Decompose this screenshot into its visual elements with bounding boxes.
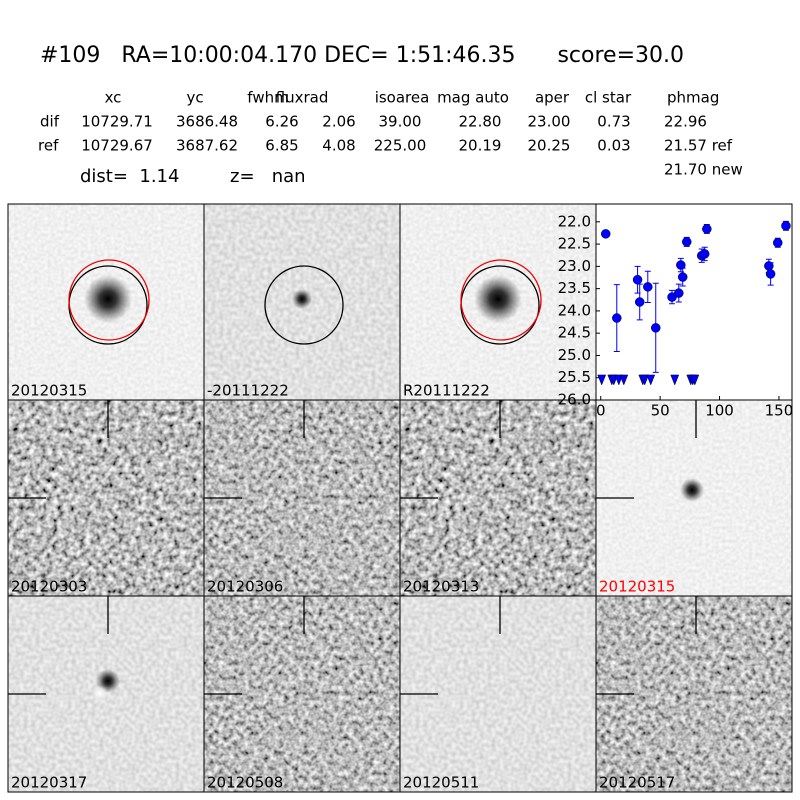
table-cell: 6.26 xyxy=(265,113,298,131)
row-label: dif xyxy=(40,113,60,131)
info-dist: dist= 1.14 xyxy=(80,166,179,187)
stamp: 20120303 xyxy=(8,400,204,596)
table-cell: 4.08 xyxy=(322,137,355,155)
column-header: fwhm xyxy=(247,89,288,107)
source xyxy=(680,478,704,502)
column-header: yc xyxy=(186,89,203,107)
point xyxy=(699,249,710,259)
stamp: R20111222 xyxy=(400,204,596,400)
point xyxy=(781,221,791,231)
column-header: fluxrad xyxy=(276,89,329,107)
panel-frame xyxy=(595,595,793,793)
point xyxy=(676,260,686,270)
upper-limit xyxy=(597,374,607,386)
stamp-label: 20120511 xyxy=(403,774,479,792)
aperture-ref xyxy=(460,259,542,341)
x-tick-label: 100 xyxy=(705,402,734,420)
source xyxy=(84,275,132,323)
point xyxy=(677,272,688,282)
table-cell: 6.85 xyxy=(265,137,298,155)
stamp: 20120517 xyxy=(596,596,792,792)
stamp-label: 20120317 xyxy=(11,774,87,792)
upper-limit xyxy=(640,374,650,386)
stamp: 20120313 xyxy=(400,400,596,596)
stamp-label: 20120315 xyxy=(11,382,87,400)
stamp-label: R20111222 xyxy=(403,382,490,400)
table-note: 21.70 new xyxy=(664,161,743,179)
column-header: aper xyxy=(535,89,570,107)
source xyxy=(292,289,312,309)
column-header: xc xyxy=(105,89,122,107)
stamp-label: -20111222 xyxy=(207,382,289,400)
table-cell: 2.06 xyxy=(322,113,355,131)
point xyxy=(765,269,776,279)
point xyxy=(600,229,611,239)
stamp: 20120508 xyxy=(204,596,400,792)
stamp: 20120306 xyxy=(204,400,400,596)
aperture-ref xyxy=(68,259,150,341)
column-header: cl star xyxy=(585,89,632,107)
table-cell: 0.73 xyxy=(597,113,630,131)
table-cell: 20.25 xyxy=(528,137,571,155)
table-cell: 10729.67 xyxy=(81,137,153,155)
y-tick-label: 23.5 xyxy=(558,279,591,297)
table-cell: 3686.48 xyxy=(176,113,238,131)
stamp-label: 20120303 xyxy=(11,578,87,596)
table-cell: 3687.62 xyxy=(176,137,238,155)
aperture xyxy=(264,265,344,345)
table-cell: 39.00 xyxy=(379,113,422,131)
point xyxy=(634,297,645,307)
point xyxy=(651,323,661,333)
info-z: z= nan xyxy=(230,166,306,187)
point xyxy=(772,238,783,248)
upper-limit xyxy=(619,374,629,386)
x-tick-label: 50 xyxy=(651,402,670,420)
stamp-label: 20120517 xyxy=(599,774,675,792)
column-header: mag auto xyxy=(437,89,509,107)
y-tick-label: 25.0 xyxy=(558,346,591,364)
point xyxy=(674,288,684,298)
plot-area xyxy=(596,204,792,400)
table-cell: 23.00 xyxy=(528,113,571,131)
table-cell: 0.03 xyxy=(597,137,630,155)
stamp-label: 20120306 xyxy=(207,578,283,596)
point xyxy=(632,274,643,285)
x-tick-label: 150 xyxy=(765,402,794,420)
stamp: 20120317 xyxy=(8,596,204,792)
column-header: phmag xyxy=(667,89,719,107)
title: #109 RA=10:00:04.170 DEC= 1:51:46.35 sco… xyxy=(40,43,684,68)
source xyxy=(474,275,522,323)
point xyxy=(682,237,692,247)
stamp: 20120511 xyxy=(400,596,596,792)
table-cell: 22.80 xyxy=(459,113,502,131)
table-cell: 21.57 ref xyxy=(664,137,733,155)
point xyxy=(612,313,622,323)
table-cell: 225.00 xyxy=(374,137,427,155)
stamp-label: 20120315 xyxy=(599,578,675,596)
y-tick-label: 24.0 xyxy=(558,301,591,319)
source-residual xyxy=(92,685,108,701)
table-cell: 22.96 xyxy=(664,113,707,131)
upper-limit xyxy=(670,374,680,386)
stamp: 20120315 xyxy=(596,400,792,596)
y-tick-label: 23.0 xyxy=(558,257,591,275)
column-header: isoarea xyxy=(375,89,430,107)
point xyxy=(643,282,653,292)
row-label: ref xyxy=(38,137,59,155)
table-cell: 20.19 xyxy=(459,137,502,155)
table-cell: 10729.71 xyxy=(81,113,153,131)
y-tick-label: 22.5 xyxy=(558,235,591,253)
stamp-label: 20120508 xyxy=(207,774,283,792)
upper-limit xyxy=(646,374,656,386)
stamp-label: 20120313 xyxy=(403,578,479,596)
y-tick-label: 24.5 xyxy=(558,324,591,342)
y-tick-label: 25.5 xyxy=(558,368,591,386)
upper-limit xyxy=(690,374,700,386)
stamp: 20120315 xyxy=(8,204,204,400)
x-tick-label: 0 xyxy=(596,402,606,420)
stamp: -20111222 xyxy=(204,204,400,400)
y-tick-label: 22.0 xyxy=(558,212,591,230)
point xyxy=(702,224,712,234)
